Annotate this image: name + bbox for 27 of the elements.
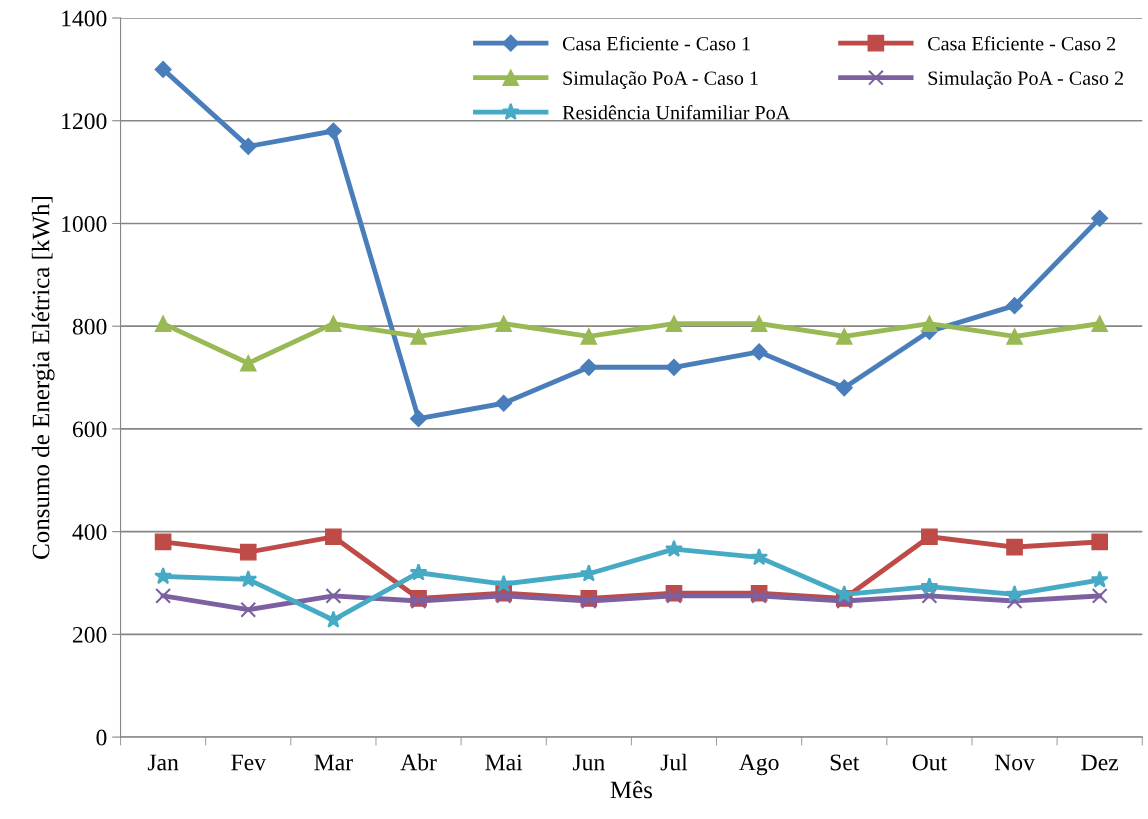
- y-tick-label: 800: [72, 318, 107, 335]
- x-tick-label: Ago: [739, 754, 779, 776]
- y-tick-label: 0: [96, 729, 107, 746]
- x-tick-label: Nov: [994, 754, 1035, 771]
- y-tick-label: 400: [72, 524, 107, 541]
- x-tick-label: Jun: [572, 754, 605, 771]
- x-tick-label: Dez: [1081, 754, 1119, 771]
- y-tick-label: 200: [72, 626, 107, 643]
- x-tick-label: Fev: [231, 754, 266, 771]
- legend-label: Residência Unifamiliar PoA: [562, 105, 791, 120]
- x-axis-title: Mês: [610, 780, 653, 799]
- legend-label: Simulação PoA - Caso 1: [563, 70, 758, 90]
- legend-label: Casa Eficiente - Caso 1: [562, 36, 750, 51]
- x-tick-label: Jan: [147, 754, 179, 771]
- x-tick-label: Abr: [400, 753, 437, 771]
- x-tick-label: Mai: [485, 754, 523, 771]
- y-tick-label: 1400: [62, 10, 107, 27]
- x-tick-label: Set: [830, 754, 860, 771]
- y-tick-label: 600: [72, 421, 107, 438]
- legend-label: Simulação PoA - Caso 2: [928, 70, 1124, 90]
- y-tick-label: 1000: [62, 215, 107, 232]
- x-tick-label: Jul: [660, 753, 688, 771]
- y-axis-title: Consumo de Energia Elétrica [kWh]: [31, 197, 55, 559]
- x-tick-label: Out: [912, 754, 947, 771]
- legend-label: Casa Eficiente - Caso 2: [928, 36, 1116, 51]
- x-tick-label: Mar: [314, 754, 353, 771]
- y-tick-label: 1200: [62, 113, 107, 130]
